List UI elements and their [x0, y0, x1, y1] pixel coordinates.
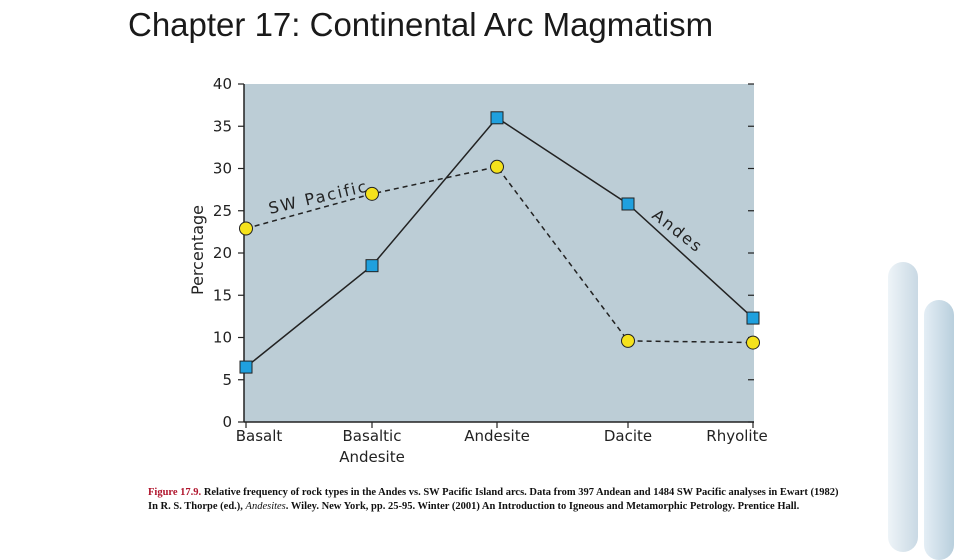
caption-figure-label: Figure 17.9.: [148, 487, 202, 498]
y-tick-label: 40: [213, 75, 232, 93]
data-point-sw-pacific: [365, 186, 379, 201]
y-axis-label: Percentage: [188, 205, 207, 295]
data-point-andes: [746, 311, 760, 325]
x-ticks: Basalt Basaltic Andesite Andesite Dacite Rhyo…: [236, 422, 768, 466]
data-point-sw-pacific: [746, 335, 760, 350]
line-chart: 0 5 10 15 20 25 30 35 40 Basalt Basaltic Andesite A…: [188, 75, 768, 466]
data-point-andes: [239, 360, 253, 374]
plot-area: [244, 84, 754, 422]
x-tick-label: Andesite: [339, 448, 405, 466]
x-tick-label: Basalt: [236, 427, 283, 445]
y-tick-label: 5: [222, 371, 232, 389]
x-tick-label: Andesite: [464, 427, 530, 445]
y-tick-label: 0: [222, 413, 232, 431]
y-tick-label: 30: [213, 160, 232, 178]
y-tick-label: 20: [213, 244, 232, 262]
data-point-sw-pacific: [490, 159, 504, 174]
decorative-stripe: [924, 300, 954, 560]
figure-caption: Figure 17.9. Relative frequency of rock …: [148, 486, 848, 514]
data-point-andes: [490, 111, 504, 125]
caption-text-a: Relative frequency of rock types in the …: [148, 487, 839, 512]
slide-title: Chapter 17: Continental Arc Magmatism: [128, 6, 714, 43]
caption-italic: Andesites: [245, 501, 286, 512]
caption-text-b: . Wiley. New York, pp. 25-95. Winter (20…: [285, 501, 800, 512]
y-ticks: 0 5 10 15 20 25 30 35 40: [213, 75, 754, 431]
y-tick-label: 10: [213, 329, 232, 347]
y-tick-label: 35: [213, 117, 232, 135]
data-point-sw-pacific: [239, 221, 253, 236]
series-group: [239, 111, 760, 374]
decorative-stripe: [888, 262, 918, 552]
x-tick-label: Basaltic: [343, 427, 402, 445]
y-tick-label: 15: [213, 286, 232, 304]
data-point-andes: [621, 197, 635, 211]
data-point-sw-pacific: [621, 333, 635, 348]
y-tick-label: 25: [213, 202, 232, 220]
x-tick-label: Rhyolite: [706, 427, 767, 445]
x-tick-label: Dacite: [604, 427, 652, 445]
data-point-andes: [365, 259, 379, 273]
